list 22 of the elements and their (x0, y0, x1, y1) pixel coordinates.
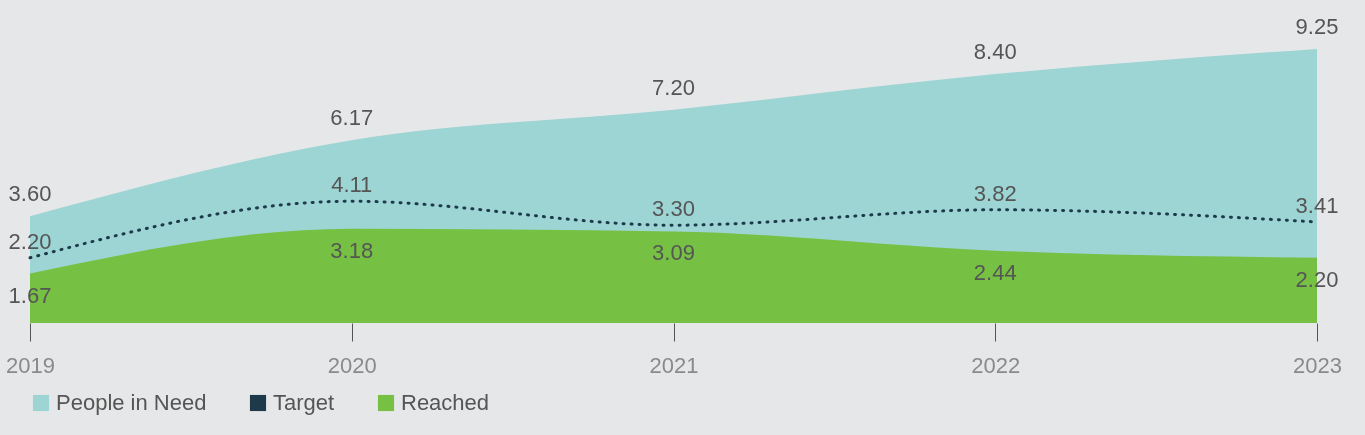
data-label: 8.40 (973, 39, 1017, 65)
data-label: 2.44 (973, 259, 1017, 285)
x-tick-label: 2020 (327, 352, 377, 378)
data-label: 3.18 (330, 237, 374, 263)
data-label: 6.17 (330, 105, 374, 131)
data-label: 9.25 (1295, 13, 1339, 39)
data-label: 3.09 (652, 240, 695, 266)
data-label: 7.20 (652, 74, 695, 100)
x-tick-label: 2019 (6, 352, 55, 378)
data-label: 4.11 (331, 172, 373, 198)
legend-label: People in Need (56, 390, 207, 415)
legend-label: Reached (401, 390, 490, 415)
legend-label: Target (273, 390, 335, 415)
data-label: 3.30 (652, 196, 695, 222)
data-label: 3.82 (973, 180, 1017, 206)
x-tick-label: 2021 (649, 352, 699, 378)
data-label: 3.41 (1295, 192, 1339, 218)
data-label: 2.20 (1295, 266, 1339, 292)
x-tick-label: 2023 (1293, 352, 1342, 378)
data-label: 2.20 (8, 228, 52, 254)
data-label: 3.60 (8, 181, 52, 207)
x-tick-label: 2022 (971, 352, 1021, 378)
